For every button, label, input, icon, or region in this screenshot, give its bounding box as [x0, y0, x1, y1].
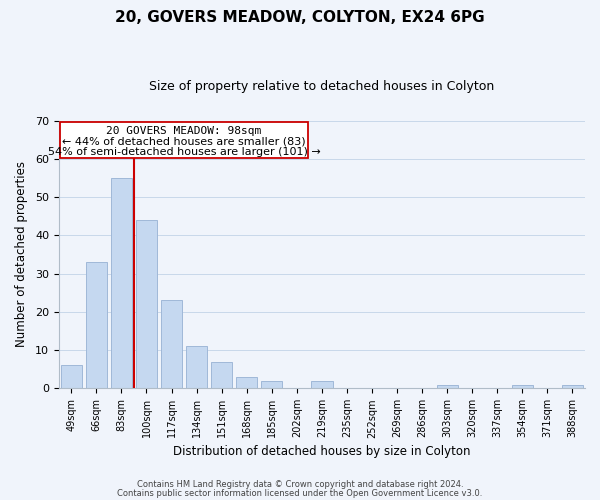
Bar	[86, 262, 107, 388]
Bar	[437, 384, 458, 388]
Bar	[111, 178, 132, 388]
Text: Contains public sector information licensed under the Open Government Licence v3: Contains public sector information licen…	[118, 488, 482, 498]
Text: 54% of semi-detached houses are larger (101) →: 54% of semi-detached houses are larger (…	[48, 148, 320, 158]
Title: Size of property relative to detached houses in Colyton: Size of property relative to detached ho…	[149, 80, 494, 93]
Bar	[236, 377, 257, 388]
Bar	[562, 384, 583, 388]
Text: 20 GOVERS MEADOW: 98sqm: 20 GOVERS MEADOW: 98sqm	[106, 126, 262, 136]
FancyBboxPatch shape	[60, 122, 308, 158]
X-axis label: Distribution of detached houses by size in Colyton: Distribution of detached houses by size …	[173, 444, 470, 458]
Bar	[161, 300, 182, 388]
Text: 20, GOVERS MEADOW, COLYTON, EX24 6PG: 20, GOVERS MEADOW, COLYTON, EX24 6PG	[115, 10, 485, 25]
Bar	[261, 380, 283, 388]
Bar	[311, 380, 332, 388]
Bar	[211, 362, 232, 388]
Bar	[186, 346, 207, 389]
Bar	[136, 220, 157, 388]
Text: ← 44% of detached houses are smaller (83): ← 44% of detached houses are smaller (83…	[62, 136, 306, 146]
Bar	[512, 384, 533, 388]
Y-axis label: Number of detached properties: Number of detached properties	[15, 162, 28, 348]
Text: Contains HM Land Registry data © Crown copyright and database right 2024.: Contains HM Land Registry data © Crown c…	[137, 480, 463, 489]
Bar	[61, 366, 82, 388]
